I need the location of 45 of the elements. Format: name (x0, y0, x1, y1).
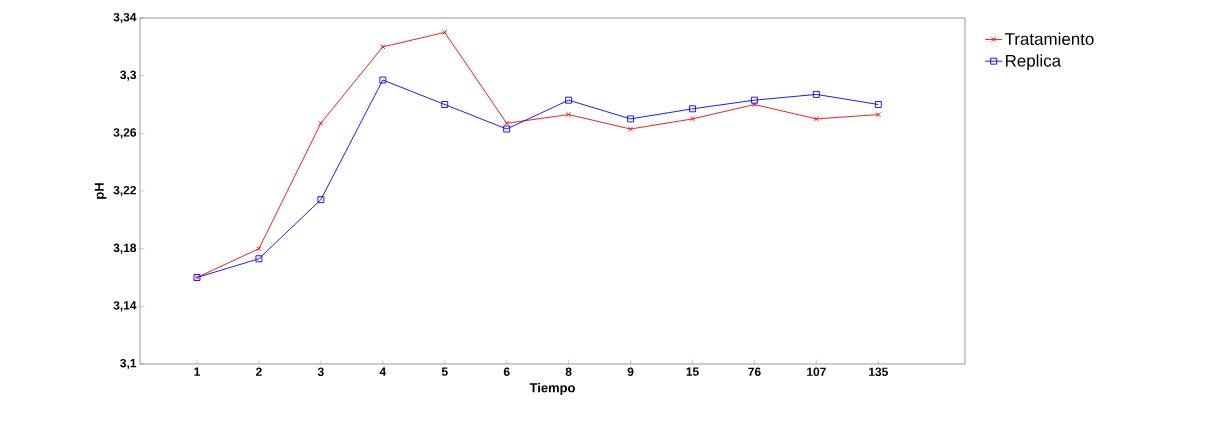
point (874, 101, 882, 108)
x-tick-label: 15 (686, 367, 699, 376)
point (442, 29, 448, 35)
point (813, 116, 819, 122)
point (627, 115, 634, 123)
x-tick-label: 107 (807, 367, 826, 376)
point (504, 120, 510, 126)
y-tick-label: 3,18 (113, 243, 137, 254)
x-tick-label: 135 (869, 367, 888, 377)
x-tick-label: 8 (565, 367, 572, 376)
point (750, 96, 758, 104)
y-tick-label: 3,22 (113, 185, 136, 197)
x-tick-label: 1 (194, 367, 200, 376)
point (689, 105, 696, 113)
point (627, 126, 634, 132)
point (751, 101, 757, 108)
legend-label: Tratamiento (1004, 32, 1094, 45)
x-tick-label: 6 (503, 367, 510, 376)
x-tick-label: 9 (627, 367, 634, 376)
point (379, 76, 387, 84)
legend-label: Replica (1005, 54, 1062, 71)
point (256, 246, 262, 252)
point (875, 112, 881, 118)
y-tick-label: 3,1 (120, 358, 137, 370)
point (566, 112, 572, 118)
y-tick-label: 3,14 (113, 301, 137, 312)
y-axis-title: pH (94, 183, 107, 199)
point (441, 101, 449, 108)
point (503, 125, 511, 133)
point (255, 255, 263, 263)
y-tick-label: 3,3 (120, 70, 137, 81)
x-tick-label: 3 (317, 367, 324, 377)
x-tick-label: 76 (748, 367, 761, 376)
x-axis-title: Tiempo (529, 382, 575, 395)
point (317, 196, 325, 204)
x-tick-label: 2 (256, 367, 262, 376)
y-tick-label: 3,26 (113, 128, 137, 139)
x-tick-label: 5 (441, 367, 448, 376)
point (812, 90, 820, 98)
point (565, 96, 573, 104)
point (380, 44, 386, 50)
point (318, 120, 324, 126)
x-tick-label: 4 (379, 367, 387, 376)
y-tick-label: 3,34 (113, 12, 137, 24)
point (689, 116, 696, 122)
